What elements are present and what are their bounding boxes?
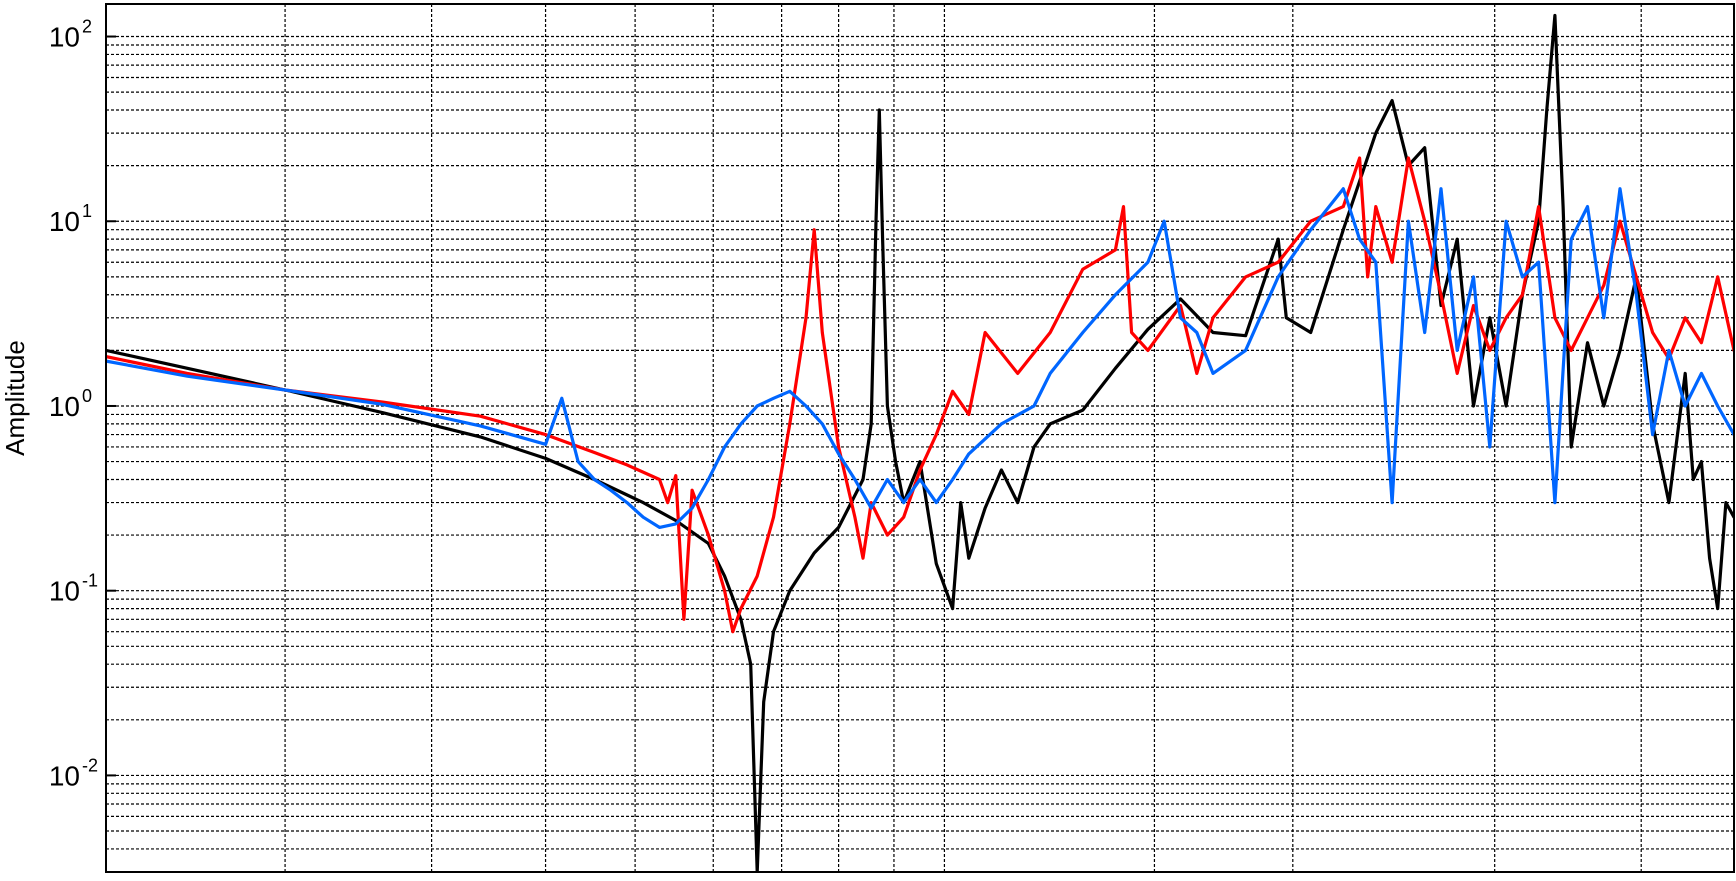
y-tick-label: 10 xyxy=(49,22,80,53)
y-tick-exponent: 2 xyxy=(82,17,92,37)
y-tick-exponent: 1 xyxy=(82,201,92,221)
grid-layer xyxy=(106,4,1734,873)
series-line-3 xyxy=(106,187,1734,529)
y-tick-exponent: 0 xyxy=(82,386,92,406)
y-tick-label: 10 xyxy=(49,391,80,422)
series-line-1 xyxy=(106,13,1734,872)
series-layer xyxy=(106,13,1734,872)
y-axis-label: Amplitude xyxy=(0,340,30,456)
y-tick-label: 10 xyxy=(49,760,80,791)
y-tick-exponent: -2 xyxy=(82,755,98,775)
y-tick-label: 10 xyxy=(49,206,80,237)
y-tick-exponent: -1 xyxy=(82,571,98,591)
plot-frame xyxy=(105,3,1735,873)
series-line-2 xyxy=(106,156,1734,634)
y-tick-label: 10 xyxy=(49,576,80,607)
